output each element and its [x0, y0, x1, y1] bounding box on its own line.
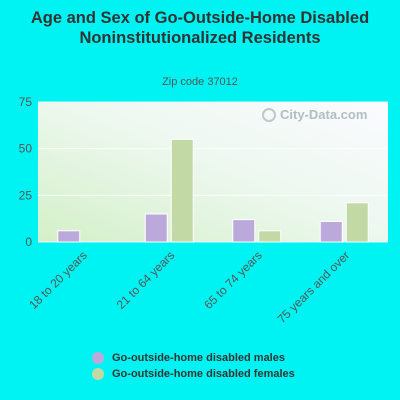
legend-swatch-females	[92, 368, 104, 380]
x-tick-label: 18 to 20 years	[26, 248, 90, 312]
y-tick-label: 25	[19, 188, 33, 202]
x-tick-label: 75 years and over	[275, 248, 353, 326]
search-icon	[262, 107, 276, 122]
legend-label-males: Go-outside-home disabled males	[112, 352, 285, 364]
legend-label-females: Go-outside-home disabled females	[112, 368, 295, 380]
bar-females	[170, 138, 194, 243]
bar-males	[57, 230, 81, 243]
y-tick-label: 75	[19, 95, 33, 109]
x-tick-label: 65 to 74 years	[201, 248, 265, 312]
x-tick-label: 21 to 64 years	[114, 248, 178, 312]
y-tick-label: 50	[19, 142, 33, 156]
legend-item-females: Go-outside-home disabled females	[92, 366, 295, 382]
chart-title: Age and Sex of Go-Outside-Home Disabled …	[30, 9, 370, 47]
watermark-text: City-Data.com	[280, 107, 368, 122]
bar-females	[258, 230, 282, 243]
bar-males	[232, 219, 256, 243]
bar-males	[319, 220, 343, 243]
plot-area	[38, 102, 388, 242]
bar-males	[144, 213, 168, 243]
watermark: City-Data.com	[262, 107, 367, 122]
chart-subtitle: Zip code 37012	[162, 76, 238, 88]
legend-item-males: Go-outside-home disabled males	[92, 350, 295, 366]
bar-females	[345, 202, 369, 243]
y-tick-label: 0	[25, 235, 32, 249]
legend-swatch-males	[92, 352, 104, 364]
legend: Go-outside-home disabled males Go-outsid…	[92, 350, 295, 382]
